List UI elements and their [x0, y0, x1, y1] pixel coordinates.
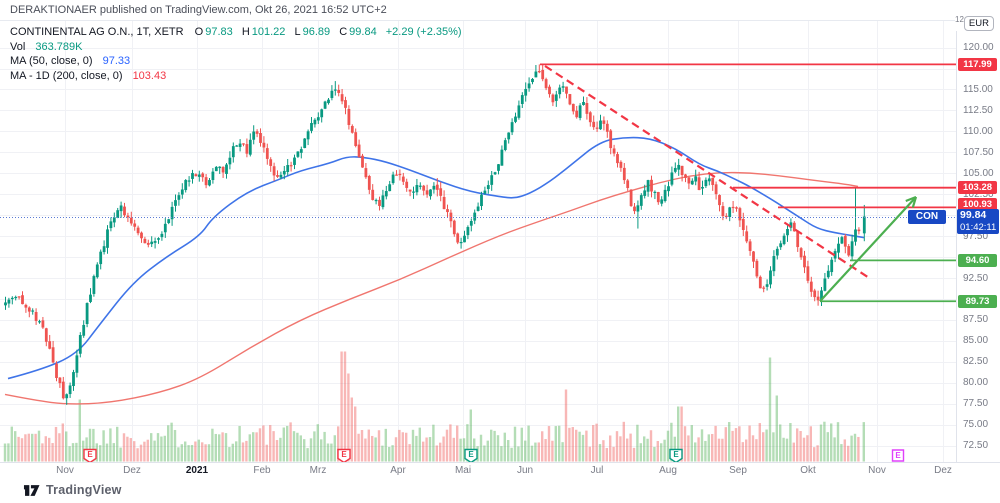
brand-name[interactable]: TradingView — [46, 483, 122, 497]
price-tick-label: 112.50 — [963, 104, 993, 116]
time-axis-year-label: 2021 — [185, 465, 209, 476]
current-price-badge: 99.84 01:42:11 — [957, 209, 999, 234]
time-axis-month-label: Jun — [516, 465, 534, 476]
bar-countdown: 01:42:11 — [960, 222, 997, 233]
legend-ma50-row[interactable]: MA (50, close, 0) 97.33 — [10, 54, 462, 69]
change-value: +2.29 (+2.35%) — [385, 26, 462, 38]
time-axis-month-label: Okt — [800, 465, 816, 476]
time-axis-month-label: Mai — [454, 465, 472, 476]
price-tick-label: 77.50 — [963, 398, 989, 410]
current-price: 99.84 — [960, 209, 987, 221]
ma200-value: 103.43 — [132, 69, 167, 82]
price-tick-label: 107.50 — [963, 146, 994, 158]
time-axis-month-label: Nov — [868, 465, 886, 476]
price-tick-label: 75.00 — [963, 419, 989, 431]
chart-legend: CONTINENTAL AG O.N., 1T, XETR O 97.83 H 10… — [10, 25, 462, 83]
time-axis-month-label: Mrz — [309, 465, 327, 476]
price-tick-label: 97.50 — [963, 230, 989, 242]
price-tick-label: 72.50 — [963, 440, 989, 452]
price-scale-superscript: 12 — [955, 15, 964, 24]
ohlc-low: L 96.89 — [294, 26, 331, 38]
ohlc-high: H 101.22 — [241, 26, 286, 38]
price-level-badge: 117.99 — [958, 57, 997, 71]
time-axis-month-label: Feb — [253, 465, 271, 476]
price-axis[interactable]: 120.00 115.00 112.50 110.00 107.50 105.00 102.… — [956, 20, 1000, 462]
price-level-badge: 94.60 — [958, 253, 997, 267]
symbol-badge: CON — [908, 210, 946, 224]
time-axis-month-label: Sep — [729, 465, 747, 476]
currency-toggle[interactable]: 12 EUR — [955, 13, 994, 31]
price-tick-label: 87.50 — [963, 314, 989, 326]
time-axis-month-label: Jul — [590, 465, 604, 476]
price-tick-label: 85.00 — [963, 335, 989, 347]
time-axis-month-label: Nov — [56, 465, 74, 476]
time-axis-month-label: Apr — [390, 465, 406, 476]
price-level-badge: 100.93 — [958, 197, 997, 211]
ma200-label: MA - 1D (200, close, 0) — [10, 69, 123, 82]
price-tick-label: 105.00 — [963, 167, 994, 179]
ma50-value: 97.33 — [102, 55, 131, 67]
legend-symbol-row: CONTINENTAL AG O.N., 1T, XETR O 97.83 H 10… — [10, 25, 462, 40]
legend-volume-row[interactable]: Vol 363.789K — [10, 40, 462, 55]
price-level-badge: 89.73 — [958, 294, 997, 308]
price-tick-label: 120.00 — [963, 42, 994, 54]
legend-ma200-row[interactable]: MA - 1D (200, close, 0) 103.43 — [10, 69, 462, 84]
symbol-title[interactable]: CONTINENTAL AG O.N., 1T, XETR — [10, 26, 184, 38]
price-tick-label: 82.50 — [963, 356, 989, 368]
time-axis-month-label: Dez — [123, 465, 141, 476]
volume-label: Vol — [10, 40, 26, 53]
time-axis-month-label: Aug — [659, 465, 677, 476]
price-level-badge: 103.28 — [958, 181, 997, 195]
price-tick-label: 110.00 — [963, 125, 993, 137]
footer: TradingView — [0, 478, 1000, 503]
tradingview-logo-icon[interactable] — [22, 483, 42, 498]
volume-value: 363.789K — [35, 40, 83, 53]
ohlc-open: O 97.83 — [194, 26, 233, 38]
price-tick-label: 92.50 — [963, 272, 989, 284]
time-axis-month-label: Dez — [934, 465, 952, 476]
currency-pill[interactable]: EUR — [963, 16, 994, 31]
ohlc-close: C 99.84 — [339, 26, 377, 38]
ma50-label: MA (50, close, 0) — [10, 55, 93, 67]
price-tick-label: 80.00 — [963, 377, 989, 389]
price-tick-label: 115.00 — [963, 83, 993, 95]
price-tick-label: 102.50 — [963, 188, 994, 200]
